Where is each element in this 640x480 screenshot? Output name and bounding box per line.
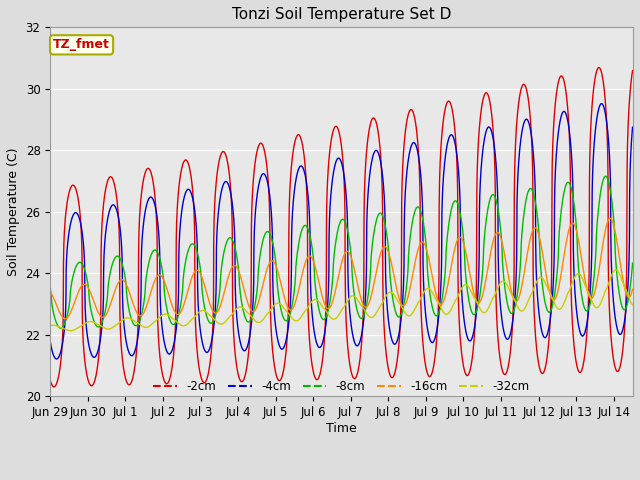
-16cm [295,286,303,291]
-4cm [598,101,605,107]
-4cm [555,128,563,133]
Title: Tonzi Soil Temperature Set D: Tonzi Soil Temperature Set D [232,7,451,22]
-8cm [270,245,278,251]
-2cm [618,357,625,362]
-32cm [628,302,636,308]
Line: -2cm: -2cm [50,68,632,387]
Line: -4cm: -4cm [50,104,632,359]
-4cm [52,356,60,362]
-8cm [295,240,303,245]
-8cm [555,243,563,249]
-16cm [148,288,156,293]
-2cm [270,358,278,364]
-32cm [67,328,74,334]
Text: TZ_fmet: TZ_fmet [53,38,110,51]
-8cm [628,260,636,266]
-8cm [113,253,121,259]
-16cm [113,283,121,288]
-16cm [618,268,625,274]
-32cm [618,276,625,282]
-2cm [295,132,303,138]
-16cm [628,287,636,292]
-8cm [148,252,156,257]
-2cm [113,196,121,202]
X-axis label: Time: Time [326,421,356,435]
-16cm [270,259,278,264]
-4cm [270,302,278,308]
-16cm [555,285,563,291]
-32cm [46,323,54,328]
Line: -32cm: -32cm [50,270,632,331]
-2cm [50,384,58,390]
-32cm [612,267,620,273]
-4cm [113,208,121,214]
-2cm [148,171,156,177]
-4cm [295,165,303,171]
-8cm [57,325,65,331]
-4cm [46,338,54,344]
Line: -16cm: -16cm [50,218,632,319]
-4cm [618,330,625,336]
-32cm [148,322,156,327]
Legend: -2cm, -4cm, -8cm, -16cm, -32cm: -2cm, -4cm, -8cm, -16cm, -32cm [148,375,534,397]
Y-axis label: Soil Temperature (C): Soil Temperature (C) [7,147,20,276]
-16cm [606,216,614,221]
-8cm [602,173,609,179]
-8cm [46,285,54,290]
-32cm [555,306,563,312]
-16cm [61,316,69,322]
-2cm [595,65,603,71]
-8cm [618,302,625,308]
-4cm [628,124,636,130]
-32cm [113,322,121,327]
Line: -8cm: -8cm [50,176,632,328]
-32cm [270,303,278,309]
-2cm [628,68,636,73]
-4cm [148,194,156,200]
-2cm [46,377,54,383]
-32cm [295,317,303,323]
-2cm [555,78,563,84]
-16cm [46,288,54,294]
